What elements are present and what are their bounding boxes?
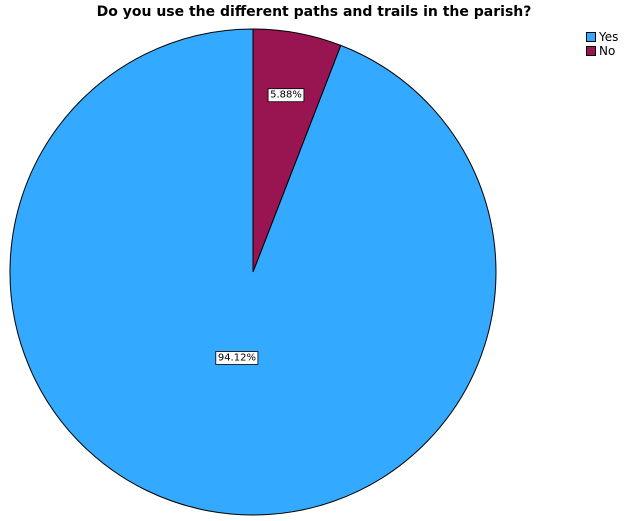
legend-item-yes: Yes	[586, 30, 618, 44]
legend-swatch-no	[586, 46, 596, 56]
data-label-text-no: 5.88%	[270, 90, 302, 101]
legend-label-yes: Yes	[599, 30, 619, 44]
data-label-no: 5.88%	[267, 88, 305, 103]
legend-label-no: No	[599, 44, 616, 58]
data-label-box-yes	[215, 351, 259, 365]
data-label-yes: 94.12%	[215, 351, 259, 365]
data-label-text-yes: 94.12%	[218, 353, 256, 364]
data-label-box-no	[267, 88, 305, 103]
legend-swatch-yes	[586, 32, 596, 42]
legend-item-no: No	[586, 44, 618, 58]
chart-title: Do you use the different paths and trail…	[96, 4, 532, 20]
legend: Yes No	[586, 30, 618, 58]
